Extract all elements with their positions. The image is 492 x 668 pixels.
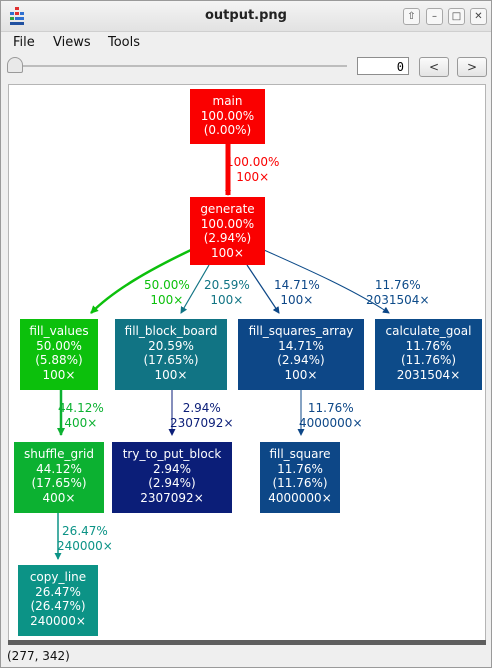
node-fill-square[interactable]: fill_square 11.76% (11.76%) 4000000× (260, 442, 340, 513)
toolbar: 0 < > (1, 54, 491, 80)
zoom-slider-handle[interactable] (7, 57, 23, 73)
close-window-icon[interactable]: ✕ (470, 8, 487, 25)
edge-generate-fill-values (90, 248, 192, 314)
call-graph-edges (54, 143, 390, 560)
edge-label-generate-fill-block-board: 20.59% 100× (204, 278, 250, 307)
menu-views[interactable]: Views (53, 35, 91, 50)
node-fill-values[interactable]: fill_values 50.00% (5.88%) 100× (20, 319, 98, 390)
node-main[interactable]: main 100.00% (0.00%) (190, 89, 265, 144)
node-generate[interactable]: generate 100.00% (2.94%) 100× (190, 197, 265, 265)
edge-label-generate-fill-squares-array: 14.71% 100× (274, 278, 320, 307)
menu-bar: File Views Tools (1, 32, 491, 54)
title-bar[interactable]: output.png ⇧ – □ ✕ (1, 1, 491, 32)
edge-generate-fill-block-board (180, 264, 210, 314)
menu-file[interactable]: File (13, 35, 35, 50)
maximize-window-icon[interactable]: □ (448, 8, 465, 25)
edge-label-main-generate: 100.00% 100× (226, 155, 280, 184)
shade-window-icon[interactable]: ⇧ (403, 8, 420, 25)
edge-label-generate-calculate-goal: 11.76% 2031504× (366, 278, 430, 307)
minimize-window-icon[interactable]: – (426, 8, 443, 25)
node-fill-block-board[interactable]: fill_block_board 20.59% (17.65%) 100× (115, 319, 227, 390)
zoom-slider-track[interactable] (9, 65, 347, 67)
node-shuffle-grid[interactable]: shuffle_grid 44.12% (17.65%) 400× (14, 442, 104, 513)
node-copy-line[interactable]: copy_line 26.47% (26.47%) 240000× (18, 565, 98, 636)
edge-label-shuffle-grid-copy-line: 26.47% 240000× (57, 524, 113, 553)
edge-label-fill-values-shuffle-grid: 44.12% 400× (58, 401, 104, 430)
edge-label-generate-fill-values: 50.00% 100× (144, 278, 190, 307)
edge-generate-fill-squares-array (246, 264, 280, 314)
window-title: output.png (205, 8, 287, 23)
image-canvas[interactable]: 100.00% 100× 50.00% 100× 20.59% 100× 14.71%… (8, 84, 486, 642)
zoom-input[interactable]: 0 (357, 57, 409, 75)
status-coordinates: (277, 342) (7, 649, 70, 663)
edge-label-fill-squares-array-fill-square: 11.76% 4000000× (299, 401, 363, 430)
node-calculate-goal[interactable]: calculate_goal 11.76% (11.76%) 2031504× (375, 319, 482, 390)
app-icon (10, 7, 24, 25)
edge-label-fill-block-board-try-to-put-block: 2.94% 2307092× (170, 401, 234, 430)
next-button[interactable]: > (457, 57, 487, 77)
node-try-to-put-block[interactable]: try_to_put_block 2.94% (2.94%) 2307092× (112, 442, 232, 513)
previous-button[interactable]: < (419, 57, 449, 77)
edge-generate-calculate-goal (263, 249, 390, 314)
node-fill-squares-array[interactable]: fill_squares_array 14.71% (2.94%) 100× (238, 319, 364, 390)
horizontal-scrollbar[interactable] (8, 640, 486, 645)
menu-tools[interactable]: Tools (108, 35, 141, 50)
